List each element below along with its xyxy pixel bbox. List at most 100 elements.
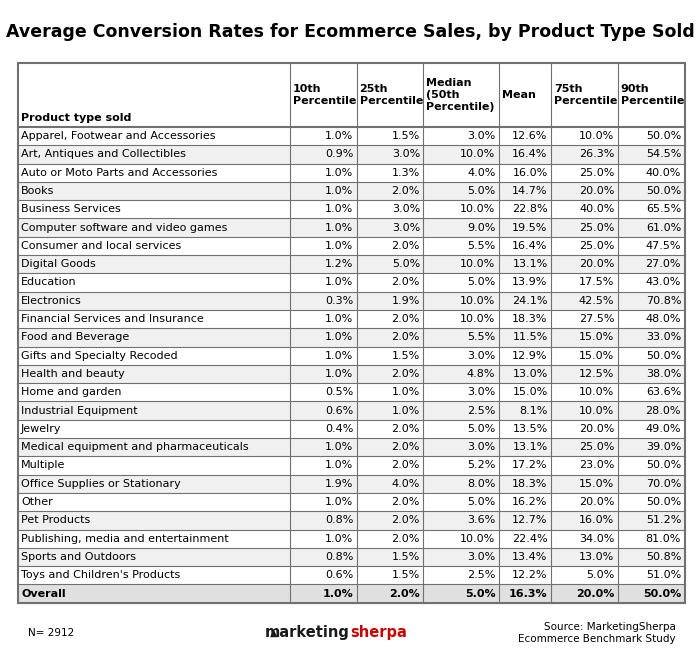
Text: 15.0%: 15.0%: [579, 351, 615, 361]
Text: 10.0%: 10.0%: [460, 149, 496, 159]
Text: Gifts and Specialty Recoded: Gifts and Specialty Recoded: [21, 351, 178, 361]
Text: 40.0%: 40.0%: [645, 168, 681, 178]
Text: 1.5%: 1.5%: [392, 131, 420, 141]
Text: 13.4%: 13.4%: [512, 552, 547, 562]
Text: 5.5%: 5.5%: [467, 332, 496, 342]
Text: 50.0%: 50.0%: [646, 131, 681, 141]
Text: Digital Goods: Digital Goods: [21, 259, 96, 269]
Text: 13.0%: 13.0%: [579, 552, 615, 562]
Text: 22.4%: 22.4%: [512, 533, 547, 543]
Text: 8.0%: 8.0%: [467, 479, 496, 489]
Text: 1.5%: 1.5%: [392, 351, 420, 361]
Text: 4.0%: 4.0%: [467, 168, 496, 178]
Text: 1.0%: 1.0%: [325, 332, 354, 342]
Text: 2.0%: 2.0%: [391, 186, 420, 196]
Text: 10.0%: 10.0%: [460, 204, 496, 214]
Text: 11.5%: 11.5%: [512, 332, 547, 342]
Text: 10.0%: 10.0%: [579, 131, 615, 141]
Text: Consumer and local services: Consumer and local services: [21, 241, 181, 251]
Text: 16.4%: 16.4%: [512, 149, 547, 159]
Text: 1.0%: 1.0%: [325, 278, 354, 288]
Text: 33.0%: 33.0%: [646, 332, 681, 342]
Text: 3.0%: 3.0%: [392, 204, 420, 214]
Text: 20.0%: 20.0%: [576, 589, 615, 599]
Text: 1.3%: 1.3%: [392, 168, 420, 178]
Text: 13.1%: 13.1%: [512, 442, 547, 452]
Text: 51.0%: 51.0%: [646, 570, 681, 580]
Text: 13.0%: 13.0%: [512, 369, 547, 379]
Text: 14.7%: 14.7%: [512, 186, 547, 196]
Text: 15.0%: 15.0%: [579, 332, 615, 342]
Text: 2.0%: 2.0%: [391, 241, 420, 251]
Text: 10th
Percentile: 10th Percentile: [293, 85, 356, 106]
Text: 75th
Percentile: 75th Percentile: [554, 85, 617, 106]
Text: Auto or Moto Parts and Accessories: Auto or Moto Parts and Accessories: [21, 168, 218, 178]
Text: 17.2%: 17.2%: [512, 460, 547, 470]
Text: 0.8%: 0.8%: [325, 515, 354, 525]
Text: 12.5%: 12.5%: [579, 369, 615, 379]
Text: 63.6%: 63.6%: [646, 387, 681, 398]
Text: Books: Books: [21, 186, 55, 196]
Text: 1.0%: 1.0%: [325, 222, 354, 232]
Text: 13.9%: 13.9%: [512, 278, 547, 288]
Text: 1.0%: 1.0%: [325, 131, 354, 141]
Text: Financial Services and Insurance: Financial Services and Insurance: [21, 314, 204, 324]
Text: Business Services: Business Services: [21, 204, 120, 214]
Text: Other: Other: [21, 497, 52, 507]
Text: 1.0%: 1.0%: [325, 314, 354, 324]
Text: 24.1%: 24.1%: [512, 296, 547, 306]
Text: 1.0%: 1.0%: [325, 168, 354, 178]
Text: Product type sold: Product type sold: [21, 113, 132, 123]
Text: Mean: Mean: [502, 90, 536, 100]
Text: Toys and Children's Products: Toys and Children's Products: [21, 570, 181, 580]
Text: marketing: marketing: [265, 625, 350, 640]
Text: Health and beauty: Health and beauty: [21, 369, 125, 379]
Text: 0.4%: 0.4%: [325, 424, 354, 434]
Text: 5.0%: 5.0%: [392, 259, 420, 269]
Text: Apparel, Footwear and Accessories: Apparel, Footwear and Accessories: [21, 131, 216, 141]
Text: Source: MarketingSherpa
Ecommerce Benchmark Study: Source: MarketingSherpa Ecommerce Benchm…: [518, 622, 676, 643]
Text: Pet Products: Pet Products: [21, 515, 90, 525]
Text: 2.0%: 2.0%: [391, 314, 420, 324]
Text: 1.0%: 1.0%: [325, 241, 354, 251]
Text: 5.5%: 5.5%: [467, 241, 496, 251]
Text: 5.0%: 5.0%: [467, 497, 496, 507]
Text: Food and Beverage: Food and Beverage: [21, 332, 130, 342]
Text: 16.2%: 16.2%: [512, 497, 547, 507]
Text: 2.0%: 2.0%: [391, 460, 420, 470]
Text: Jewelry: Jewelry: [21, 424, 62, 434]
Text: 65.5%: 65.5%: [646, 204, 681, 214]
Text: 13.1%: 13.1%: [512, 259, 547, 269]
Text: 10.0%: 10.0%: [460, 314, 496, 324]
Text: 3.0%: 3.0%: [467, 131, 496, 141]
Text: 54.5%: 54.5%: [645, 149, 681, 159]
Text: 70.8%: 70.8%: [645, 296, 681, 306]
Text: 2.0%: 2.0%: [391, 515, 420, 525]
Text: 1.0%: 1.0%: [325, 186, 354, 196]
Text: 1.0%: 1.0%: [325, 460, 354, 470]
Text: 47.5%: 47.5%: [645, 241, 681, 251]
Text: 25.0%: 25.0%: [579, 241, 615, 251]
Text: 1.0%: 1.0%: [325, 497, 354, 507]
Text: 1.9%: 1.9%: [325, 479, 354, 489]
Text: 39.0%: 39.0%: [645, 442, 681, 452]
Text: 16.3%: 16.3%: [509, 589, 547, 599]
Text: Medical equipment and pharmaceuticals: Medical equipment and pharmaceuticals: [21, 442, 248, 452]
Text: 20.0%: 20.0%: [579, 186, 615, 196]
Text: 25th
Percentile: 25th Percentile: [360, 85, 423, 106]
Text: 3.6%: 3.6%: [467, 515, 496, 525]
Text: 19.5%: 19.5%: [512, 222, 547, 232]
Text: 70.0%: 70.0%: [645, 479, 681, 489]
Text: 43.0%: 43.0%: [645, 278, 681, 288]
Text: 3.0%: 3.0%: [467, 552, 496, 562]
Text: Overall: Overall: [21, 589, 66, 599]
Text: Home and garden: Home and garden: [21, 387, 122, 398]
Text: 1.9%: 1.9%: [391, 296, 420, 306]
Text: 3.0%: 3.0%: [467, 387, 496, 398]
Text: 5.0%: 5.0%: [467, 424, 496, 434]
Text: 1.5%: 1.5%: [392, 552, 420, 562]
Text: 12.9%: 12.9%: [512, 351, 547, 361]
Text: 10.0%: 10.0%: [460, 533, 496, 543]
Text: 2.0%: 2.0%: [391, 533, 420, 543]
Text: 38.0%: 38.0%: [645, 369, 681, 379]
